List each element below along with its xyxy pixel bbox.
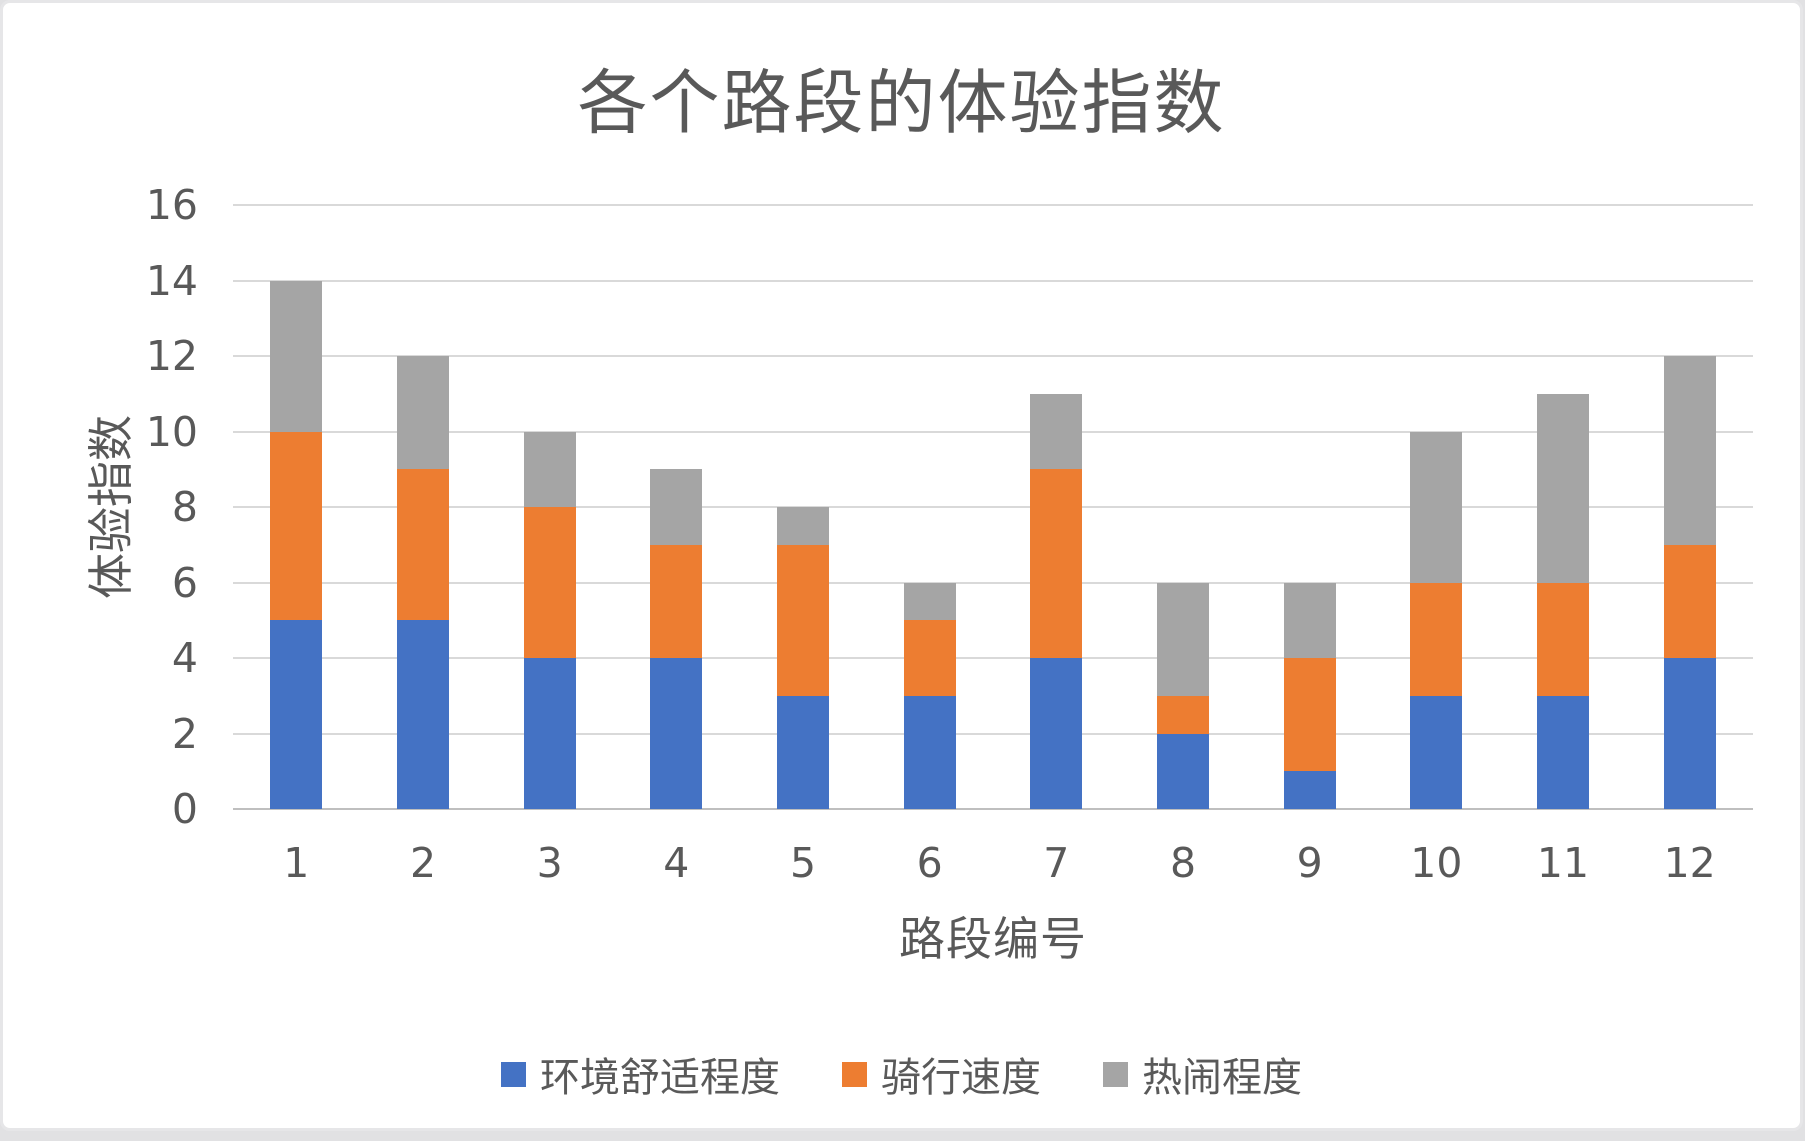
- bar-segment-骑行速度-8: [1157, 695, 1209, 734]
- x-axis-tick-label: 10: [1410, 839, 1463, 887]
- bar-segment-骑行速度-4: [650, 544, 703, 658]
- bar-segment-热闹程度-9: [1283, 582, 1336, 658]
- y-axis-tick-label: 4: [171, 634, 198, 682]
- bar-segment-环境舒适程度-8: [1157, 733, 1209, 809]
- gridline: [233, 355, 1753, 357]
- bar-segment-热闹程度-12: [1663, 356, 1716, 545]
- bar-segment-骑行速度-3: [523, 507, 576, 658]
- gridline: [233, 732, 1753, 735]
- bar-segment-骑行速度-9: [1283, 658, 1336, 772]
- bar-segment-环境舒适程度-12: [1663, 658, 1716, 809]
- bar-segment-热闹程度-11: [1537, 393, 1589, 583]
- legend-swatch-icon: [842, 1061, 867, 1087]
- bar-segment-环境舒适程度-5: [777, 695, 829, 809]
- bar-segment-热闹程度-1: [270, 280, 323, 432]
- bar-segment-热闹程度-4: [650, 469, 703, 545]
- bar-segment-环境舒适程度-4: [650, 658, 703, 809]
- bar-segment-骑行速度-12: [1663, 544, 1716, 658]
- bar-segment-环境舒适程度-1: [270, 620, 323, 809]
- legend-item-环境舒适程度: 环境舒适程度: [501, 1045, 780, 1103]
- bar-segment-环境舒适程度-3: [523, 658, 576, 809]
- y-axis-tick-label: 2: [171, 709, 198, 758]
- y-axis-tick-label: 12: [145, 332, 198, 380]
- bar-segment-环境舒适程度-7: [1030, 658, 1083, 809]
- legend-item-骑行速度: 骑行速度: [842, 1045, 1041, 1103]
- x-axis-tick-label: 6: [916, 839, 943, 887]
- bar-segment-骑行速度-7: [1030, 469, 1083, 658]
- x-axis-tick-label: 9: [1296, 839, 1323, 887]
- gridline: [233, 279, 1753, 282]
- gridline: [233, 657, 1753, 659]
- x-axis-tick-label: 8: [1169, 839, 1197, 887]
- y-axis-tick-label: 10: [145, 407, 198, 456]
- legend-label: 热闹程度: [1142, 1055, 1302, 1101]
- bar-segment-骑行速度-10: [1410, 582, 1463, 696]
- bar-segment-热闹程度-6: [903, 582, 956, 621]
- y-axis-tick-label: 8: [171, 483, 198, 531]
- x-axis-tick-label: 12: [1663, 839, 1716, 887]
- x-axis-line: [233, 808, 1753, 810]
- x-axis-tick-label: 3: [536, 839, 563, 887]
- y-axis-tick-label: 14: [145, 256, 198, 305]
- bar-segment-热闹程度-3: [523, 431, 576, 507]
- bar-segment-骑行速度-11: [1537, 582, 1589, 696]
- bar-segment-骑行速度-6: [903, 620, 956, 696]
- bar-segment-热闹程度-8: [1157, 582, 1209, 696]
- x-axis-tick-label: 7: [1043, 839, 1070, 887]
- bar-segment-骑行速度-2: [397, 469, 449, 621]
- legend-swatch-icon: [1103, 1061, 1128, 1087]
- gridline: [233, 506, 1753, 508]
- bar-segment-环境舒适程度-2: [397, 620, 449, 809]
- bar-segment-骑行速度-1: [270, 431, 323, 621]
- x-axis-tick-label: 4: [663, 839, 690, 887]
- bar-segment-骑行速度-5: [777, 544, 829, 696]
- gridline: [233, 581, 1753, 584]
- x-axis-tick-label: 5: [789, 839, 817, 887]
- legend-item-热闹程度: 热闹程度: [1103, 1045, 1302, 1103]
- x-axis-title: 路段编号: [899, 912, 1087, 966]
- legend-label: 骑行速度: [881, 1055, 1041, 1101]
- gridline: [233, 204, 1753, 206]
- x-axis-tick-label: 11: [1536, 839, 1590, 887]
- bar-segment-热闹程度-7: [1030, 393, 1083, 470]
- y-axis-tick-label: 16: [145, 181, 198, 229]
- chart-title: 各个路段的体验指数: [577, 62, 1226, 144]
- bar-segment-环境舒适程度-6: [903, 695, 956, 809]
- legend: 环境舒适程度 骑行速度 热闹程度: [3, 1045, 1800, 1103]
- x-axis-tick-label: 2: [409, 839, 437, 887]
- y-axis-tick-label: 0: [171, 785, 198, 833]
- bar-segment-热闹程度-5: [777, 507, 829, 545]
- legend-swatch-icon: [501, 1061, 526, 1087]
- y-axis-tick-label: 6: [171, 558, 198, 607]
- bar-segment-热闹程度-2: [397, 356, 449, 470]
- bar-segment-环境舒适程度-11: [1537, 695, 1589, 809]
- x-axis-tick-label: 1: [283, 839, 310, 887]
- bar-segment-环境舒适程度-10: [1410, 695, 1463, 809]
- gridline: [233, 430, 1753, 433]
- legend-label: 环境舒适程度: [540, 1055, 780, 1101]
- bar-segment-热闹程度-10: [1410, 431, 1463, 583]
- bar-segment-环境舒适程度-9: [1283, 771, 1336, 809]
